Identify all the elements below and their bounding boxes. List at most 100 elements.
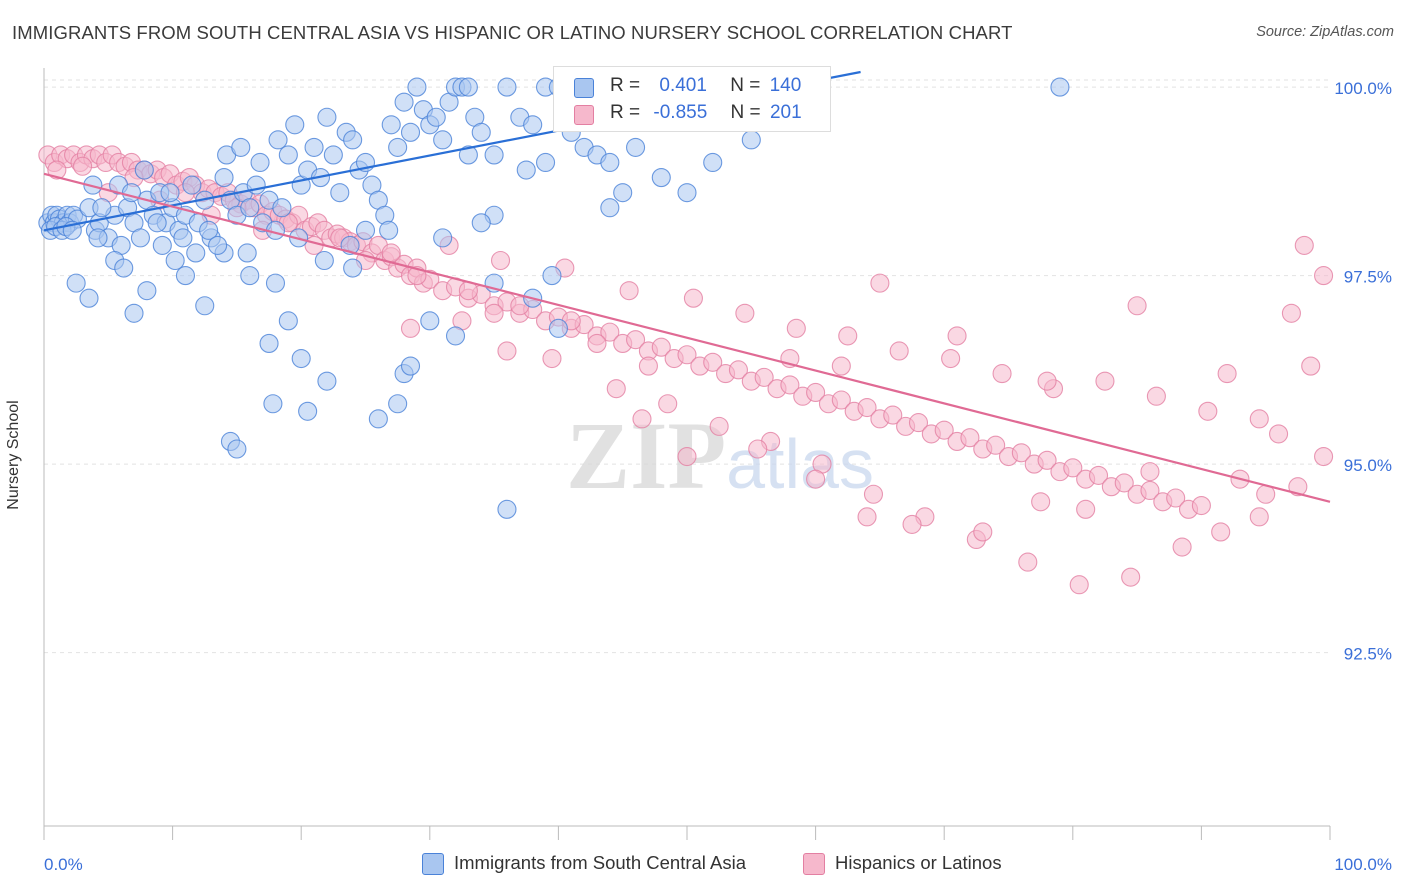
blue-point xyxy=(400,122,421,142)
pink-point xyxy=(542,348,562,369)
blue-point xyxy=(137,281,157,301)
pink-point xyxy=(1011,443,1031,463)
blue-point xyxy=(160,183,180,203)
blue-point xyxy=(343,258,363,278)
pink-point xyxy=(381,243,401,263)
legend-swatch-blue xyxy=(422,853,444,875)
blue-point xyxy=(458,145,478,165)
blue-point xyxy=(214,168,234,188)
legend-n-value: 201 xyxy=(769,102,802,123)
pink-point xyxy=(1249,507,1269,527)
blue-point xyxy=(516,160,536,180)
blue-point xyxy=(278,145,298,165)
blue-point xyxy=(381,115,401,135)
pink-point xyxy=(806,382,826,403)
pink-point xyxy=(857,507,877,527)
pink-point xyxy=(960,428,980,448)
pink-point xyxy=(1146,386,1166,406)
pink-point xyxy=(632,409,652,429)
pink-point xyxy=(1037,371,1057,391)
y-axis-label: Nursery School xyxy=(5,400,22,510)
pink-point xyxy=(735,303,755,323)
pink-point xyxy=(619,281,639,301)
blue-point xyxy=(121,183,141,203)
pink-point xyxy=(1314,446,1334,467)
pink-point xyxy=(1095,371,1115,391)
pink-point xyxy=(857,397,877,418)
blue-point xyxy=(400,356,421,376)
legend-r-label: R = xyxy=(610,102,641,123)
legend-label-blue: Immigrants from South Central Asia xyxy=(454,852,746,873)
pink-point xyxy=(1269,424,1289,444)
blue-point xyxy=(114,258,134,278)
pink-point xyxy=(780,375,800,395)
blue-point xyxy=(124,303,144,323)
pink-point xyxy=(831,390,851,410)
blue-point xyxy=(152,235,172,255)
pink-point xyxy=(47,160,67,180)
pink-point xyxy=(1301,356,1321,376)
blue-point xyxy=(259,333,279,353)
blue-point xyxy=(651,168,671,188)
pink-point xyxy=(908,413,929,433)
blue-point xyxy=(471,213,491,233)
legend-r-label: R = xyxy=(610,75,641,96)
legend-n-label: N = xyxy=(730,102,761,123)
blue-point xyxy=(523,115,543,135)
blue-point xyxy=(195,296,215,316)
pink-point xyxy=(600,322,620,342)
legend-swatch-blue xyxy=(574,78,594,98)
pink-point xyxy=(947,326,967,346)
legend-r-value: 0.401 xyxy=(659,75,707,96)
blue-point xyxy=(227,439,247,459)
pink-point xyxy=(806,469,826,489)
pink-point xyxy=(748,439,768,459)
blue-point xyxy=(368,409,388,429)
blue-point xyxy=(600,152,620,173)
blue-point xyxy=(471,122,491,142)
pink-point xyxy=(883,405,903,425)
pink-point xyxy=(889,341,909,361)
blue-point xyxy=(278,311,298,331)
pink-point xyxy=(1018,552,1038,572)
pink-point xyxy=(1288,477,1308,497)
pink-point xyxy=(728,360,748,380)
pink-point xyxy=(1211,522,1231,542)
x-tick-label: 0.0% xyxy=(44,855,83,874)
axes xyxy=(43,68,1331,840)
grid-lines xyxy=(44,79,1330,654)
pink-point xyxy=(838,326,858,346)
pink-point xyxy=(703,352,723,372)
pink-point xyxy=(1198,401,1218,421)
blue-point xyxy=(703,152,723,173)
pink-point xyxy=(497,341,517,361)
blue-point xyxy=(79,288,99,308)
pink-point xyxy=(709,416,729,436)
blue-point xyxy=(343,130,363,150)
legend-label-pink: Hispanics or Latinos xyxy=(835,852,1002,873)
blue-point xyxy=(291,348,311,369)
blue-point xyxy=(147,213,167,233)
blue-point xyxy=(298,401,318,421)
blue-point xyxy=(420,311,440,331)
blue-point xyxy=(330,183,350,203)
pink-point xyxy=(1191,495,1211,516)
pink-point xyxy=(1088,465,1109,485)
pink-point xyxy=(1076,499,1096,519)
pink-point xyxy=(1140,480,1160,501)
blue-point xyxy=(186,243,206,263)
blue-point xyxy=(231,137,251,157)
blue-point xyxy=(165,250,185,271)
blue-point xyxy=(613,183,633,203)
blue-point xyxy=(677,183,697,203)
pink-point xyxy=(1121,567,1141,587)
blue-point xyxy=(240,266,260,286)
pink-point xyxy=(831,356,851,376)
blue-point xyxy=(208,235,228,255)
blue-point xyxy=(265,273,286,293)
pink-point xyxy=(683,288,703,308)
pink-point xyxy=(1140,462,1160,482)
pink-point xyxy=(606,379,626,399)
blue-point xyxy=(134,160,154,180)
